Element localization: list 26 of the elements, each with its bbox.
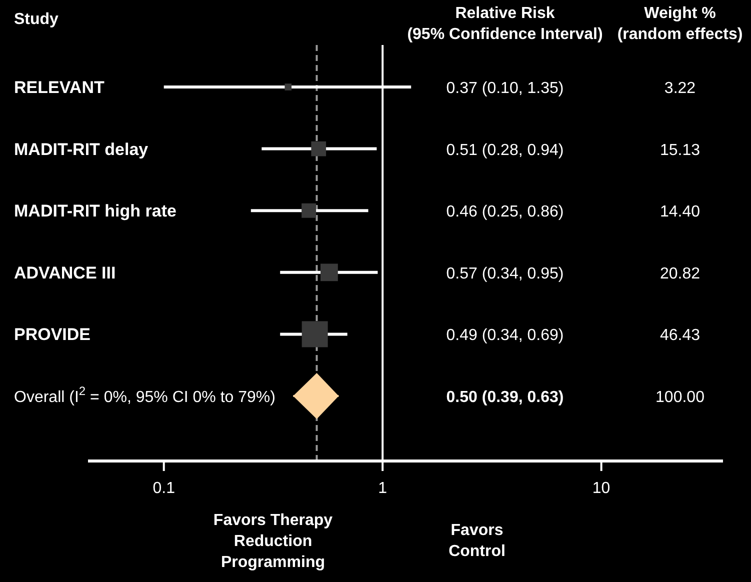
text: Favors Control <box>448 522 506 560</box>
text: Relative Risk (95% Confidence Interval) <box>407 5 603 43</box>
annotation: 3.22 <box>664 80 696 97</box>
annotation: 14.40 <box>660 204 700 221</box>
x-tick-label: 0.1 <box>152 480 176 497</box>
annotation: 100.00 <box>656 389 705 406</box>
annotation: 0.50 (0.39, 0.63) <box>446 389 564 406</box>
annotation: 0.46 (0.25, 0.86) <box>446 204 564 221</box>
y-tick-label: PROVIDE <box>14 325 91 344</box>
x-tick-label: 10 <box>592 480 610 497</box>
annotation: 15.13 <box>660 142 700 159</box>
annotation: 0.49 (0.34, 0.69) <box>446 327 564 344</box>
y-tick-label: Overall (I$^{2}$ = 0%, 95% CI 0% to 79%) <box>14 384 276 406</box>
annotation: 20.82 <box>660 265 700 282</box>
annotation: 0.37 (0.10, 1.35) <box>446 80 564 97</box>
y-tick-label: MADIT-RIT high rate <box>14 202 176 221</box>
annotation: 0.51 (0.28, 0.94) <box>446 142 564 159</box>
text: Favors Therapy Reduction Programming <box>213 512 333 571</box>
x-tick-label: 1 <box>378 480 388 497</box>
y-axis-title: Study <box>14 11 59 28</box>
annotation: 46.43 <box>660 327 700 344</box>
annotation: 0.57 (0.34, 0.95) <box>446 265 564 282</box>
text: Weight % (random effects) <box>617 5 743 43</box>
y-tick-label: MADIT-RIT delay <box>14 140 149 159</box>
y-tick-label: RELEVANT <box>14 78 105 97</box>
y-tick-label: ADVANCE III <box>14 263 116 282</box>
